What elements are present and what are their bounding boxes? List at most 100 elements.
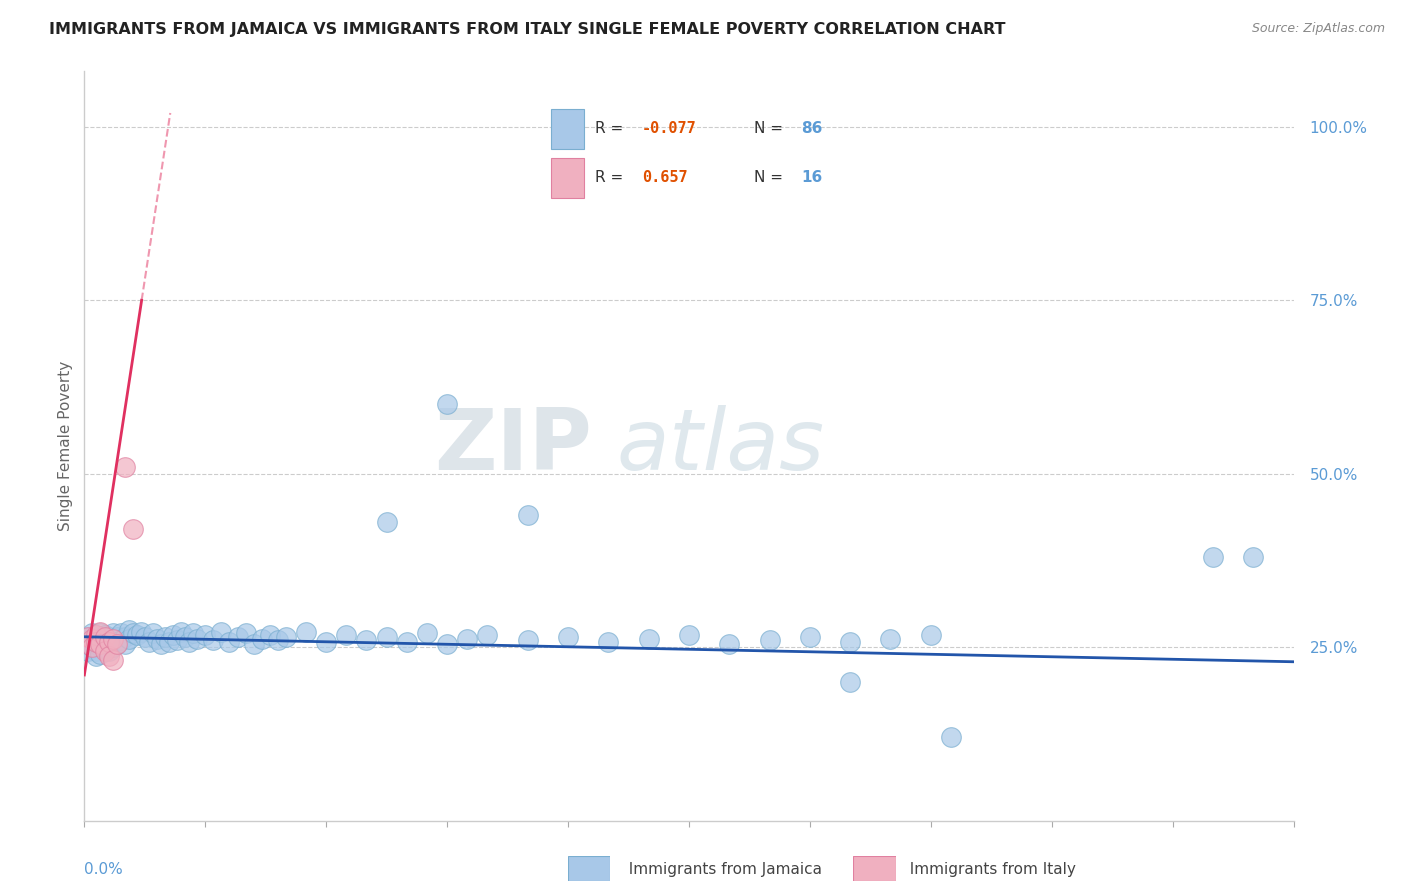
Point: [146, 632, 169, 646]
Point: [162, 628, 184, 642]
Point: [274, 630, 297, 644]
Point: [101, 626, 124, 640]
Point: [86, 637, 108, 651]
Point: [93, 634, 115, 648]
Point: [678, 628, 700, 642]
Point: [166, 633, 188, 648]
Point: [86, 634, 108, 648]
Point: [86, 628, 108, 642]
Point: [89, 633, 111, 648]
Point: [839, 674, 862, 689]
Point: [77, 630, 100, 644]
Point: [93, 643, 115, 657]
Point: [181, 626, 204, 640]
Point: [456, 632, 478, 646]
Point: [315, 634, 337, 648]
Point: [174, 630, 197, 644]
Point: [114, 630, 136, 644]
Point: [516, 633, 538, 648]
Y-axis label: Single Female Poverty: Single Female Poverty: [58, 361, 73, 531]
Point: [1202, 549, 1225, 564]
Point: [110, 633, 132, 648]
Point: [718, 637, 741, 651]
Point: [86, 643, 108, 657]
Point: [114, 637, 136, 651]
Point: [879, 632, 901, 646]
Text: 0.0%: 0.0%: [84, 862, 124, 877]
Point: [416, 626, 439, 640]
Point: [186, 632, 208, 646]
Point: [101, 633, 124, 648]
Point: [436, 637, 458, 651]
Point: [82, 640, 104, 655]
Text: IMMIGRANTS FROM JAMAICA VS IMMIGRANTS FROM ITALY SINGLE FEMALE POVERTY CORRELATI: IMMIGRANTS FROM JAMAICA VS IMMIGRANTS FR…: [49, 22, 1005, 37]
Point: [105, 630, 128, 644]
Point: [89, 640, 111, 655]
Point: [93, 628, 115, 642]
Point: [89, 647, 111, 661]
Point: [1241, 549, 1264, 564]
Point: [157, 634, 180, 648]
Text: Immigrants from Jamaica: Immigrants from Jamaica: [619, 863, 821, 877]
Point: [375, 516, 398, 530]
Point: [118, 632, 141, 646]
Point: [226, 630, 249, 644]
Point: [77, 630, 100, 644]
Text: ZIP: ZIP: [434, 404, 592, 488]
Point: [170, 624, 193, 639]
Point: [82, 640, 104, 655]
Point: [82, 632, 104, 646]
Point: [179, 634, 201, 648]
Point: [149, 637, 172, 651]
Point: [82, 626, 104, 640]
Text: atlas: atlas: [616, 404, 824, 488]
Point: [93, 641, 115, 656]
Point: [97, 648, 120, 663]
Point: [939, 731, 962, 745]
Point: [129, 624, 152, 639]
Point: [375, 630, 398, 644]
Point: [89, 626, 111, 640]
Point: [86, 630, 108, 644]
Point: [121, 626, 143, 640]
Point: [77, 637, 100, 651]
Point: [259, 628, 281, 642]
Text: Source: ZipAtlas.com: Source: ZipAtlas.com: [1251, 22, 1385, 36]
Point: [77, 643, 100, 657]
Point: [235, 626, 257, 640]
Point: [105, 637, 128, 651]
Point: [194, 628, 217, 642]
Point: [97, 637, 120, 651]
Point: [97, 630, 120, 644]
Point: [436, 397, 458, 411]
Point: [209, 624, 232, 639]
Point: [138, 634, 160, 648]
Point: [356, 633, 378, 648]
Point: [89, 637, 111, 651]
Point: [799, 630, 821, 644]
Point: [142, 626, 165, 640]
Point: [118, 623, 141, 637]
Point: [153, 630, 176, 644]
Point: [89, 624, 111, 639]
Point: [335, 628, 357, 642]
Point: [121, 522, 143, 536]
Point: [557, 630, 579, 644]
Point: [105, 637, 128, 651]
Point: [477, 628, 499, 642]
Point: [101, 653, 124, 667]
Text: Immigrants from Italy: Immigrants from Italy: [900, 863, 1076, 877]
Point: [218, 634, 240, 648]
Point: [395, 634, 418, 648]
Point: [598, 634, 620, 648]
Point: [97, 634, 120, 648]
Point: [110, 626, 132, 640]
Point: [250, 632, 273, 646]
Point: [101, 640, 124, 655]
Point: [134, 630, 156, 644]
Point: [125, 628, 148, 642]
Point: [637, 632, 659, 646]
Point: [93, 630, 115, 644]
Point: [516, 508, 538, 523]
Point: [758, 633, 780, 648]
